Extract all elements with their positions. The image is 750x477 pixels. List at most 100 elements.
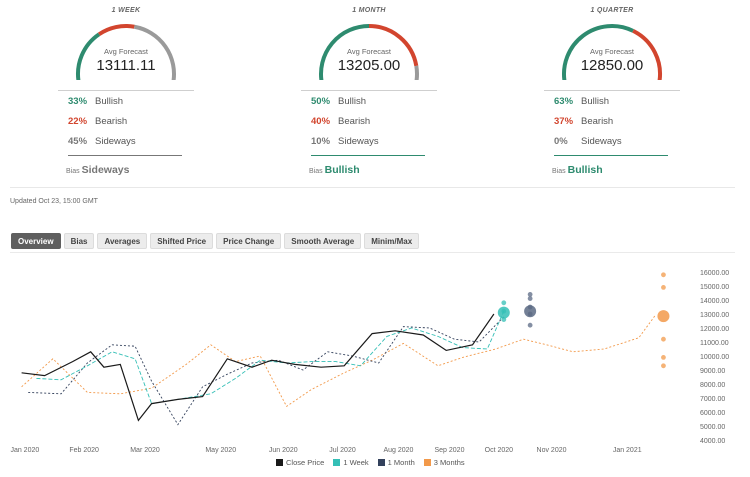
legend-item[interactable]: 3 Months	[423, 458, 465, 467]
tab-averages[interactable]: Averages	[97, 233, 148, 249]
stat-percent: 45%	[68, 136, 88, 147]
gauge-segment-bull	[76, 32, 101, 80]
stat-percent: 40%	[311, 116, 331, 127]
gauge-segment-side	[133, 24, 176, 80]
forecast-chart: 16000.00 15000.00 14000.00 13000.00 12000.00…	[10, 252, 735, 472]
tab-shifted-price[interactable]: Shifted Price	[150, 233, 214, 249]
stat-label: Sideways	[581, 136, 622, 147]
tab-smooth-average[interactable]: Smooth Average	[284, 233, 362, 249]
legend-item[interactable]: Close Price	[276, 458, 324, 467]
tab-overview[interactable]: Overview	[11, 233, 61, 249]
y-tick-label: 11000.00	[700, 340, 729, 347]
forecast-point	[501, 300, 507, 306]
series-line-1-week	[36, 311, 505, 405]
gauge-divider	[58, 90, 194, 91]
stat-row-bull: 50% Bullish	[311, 95, 366, 109]
stat-row-bull: 63% Bullish	[554, 95, 609, 109]
legend-label: 1 Month	[387, 458, 415, 467]
y-tick-label: 14000.00	[700, 298, 729, 305]
y-tick-label: 7000.00	[700, 396, 725, 403]
forecast-point	[527, 296, 533, 301]
stat-label: Bullish	[95, 96, 123, 107]
bias-divider	[68, 155, 182, 156]
gauge-segment-bear	[368, 24, 419, 67]
y-tick-label: 15000.00	[700, 284, 729, 291]
avg-forecast-label: Avg Forecast	[346, 47, 392, 56]
avg-forecast-value: 12850.00	[580, 57, 644, 74]
stat-label: Bearish	[338, 116, 371, 127]
sentiment-gauge	[562, 24, 662, 80]
forecast-point	[527, 322, 533, 328]
bias-label: Bias	[66, 168, 80, 175]
tab-minim-max[interactable]: Minim/Max	[364, 233, 420, 249]
forecast-average-point	[524, 305, 537, 318]
series-line-3-months	[21, 315, 656, 408]
updated-timestamp: Updated Oct 23, 15:00 GMT	[10, 198, 98, 205]
gauge-segment-bull	[562, 24, 634, 80]
y-tick-label: 10000.00	[700, 354, 729, 361]
stat-row-bear: 22% Bearish	[68, 115, 127, 129]
y-tick-label: 5000.00	[700, 424, 725, 431]
bias-label: Bias	[552, 168, 566, 175]
series-line-close-price	[21, 313, 495, 422]
stat-row-bull: 33% Bullish	[68, 95, 123, 109]
gauge-segment-bull	[319, 24, 370, 80]
forecast-point	[661, 355, 666, 360]
legend-swatch	[276, 459, 283, 466]
gauge-divider	[544, 90, 680, 91]
forecast-point	[661, 285, 666, 290]
x-tick-label: Mar 2020	[130, 447, 160, 454]
y-tick-label: 4000.00	[700, 438, 725, 445]
tab-price-change[interactable]: Price Change	[216, 233, 282, 249]
forecast-point	[661, 363, 666, 369]
y-tick-label: 8000.00	[700, 382, 725, 389]
sentiment-gauge	[319, 24, 419, 80]
x-tick-label: Jul 2020	[329, 447, 356, 454]
legend-swatch	[423, 459, 431, 466]
stat-label: Sideways	[95, 136, 136, 147]
legend-swatch	[377, 459, 385, 466]
legend-item[interactable]: 1 Week	[333, 458, 369, 467]
gauge-segment-bear	[97, 24, 135, 36]
forecast-period: 1 MONTH	[352, 7, 386, 14]
stat-row-bear: 37% Bearish	[554, 115, 613, 129]
stat-percent: 0%	[554, 136, 568, 147]
forecast-average-point	[657, 310, 670, 323]
series-line-1-month	[28, 316, 505, 426]
x-tick-label: Jan 2020	[10, 447, 39, 454]
avg-forecast-label: Avg Forecast	[103, 47, 149, 56]
y-tick-label: 13000.00	[700, 312, 729, 319]
stat-percent: 63%	[554, 96, 574, 107]
y-tick-label: 12000.00	[700, 326, 729, 333]
tab-bias[interactable]: Bias	[63, 233, 95, 249]
stat-row-bear: 40% Bearish	[311, 115, 370, 129]
stat-row-side: 0% Sideways	[554, 135, 622, 149]
bias-divider	[311, 155, 425, 156]
stat-label: Bearish	[581, 116, 614, 127]
stat-label: Bullish	[581, 96, 609, 107]
stat-row-side: 10% Sideways	[311, 135, 379, 149]
x-tick-label: Nov 2020	[537, 447, 567, 454]
x-tick-label: Jan 2021	[613, 447, 642, 454]
bias-row: Bias Bullish	[552, 162, 603, 176]
avg-forecast-value: 13205.00	[337, 57, 401, 74]
avg-forecast-label: Avg Forecast	[589, 47, 635, 56]
stat-percent: 33%	[68, 96, 88, 107]
stat-percent: 50%	[311, 96, 331, 107]
legend-item[interactable]: 1 Month	[377, 458, 415, 467]
stat-label: Sideways	[338, 136, 379, 147]
bias-value: Bullish	[567, 164, 603, 176]
bias-divider	[554, 155, 668, 156]
stat-row-side: 45% Sideways	[68, 135, 136, 149]
stat-label: Bearish	[95, 116, 128, 127]
x-tick-label: Aug 2020	[383, 447, 413, 454]
bias-value: Sideways	[81, 164, 130, 176]
stat-label: Bullish	[338, 96, 366, 107]
bias-label: Bias	[309, 168, 323, 175]
forecast-period: 1 WEEK	[111, 7, 141, 14]
avg-forecast-value: 13111.11	[96, 57, 156, 74]
sentiment-gauge	[76, 24, 176, 80]
legend-label: 3 Months	[433, 458, 465, 467]
gauge-divider	[301, 90, 437, 91]
chart-legend: Close Price 1 Week 1 Month 3 Months	[276, 458, 465, 467]
